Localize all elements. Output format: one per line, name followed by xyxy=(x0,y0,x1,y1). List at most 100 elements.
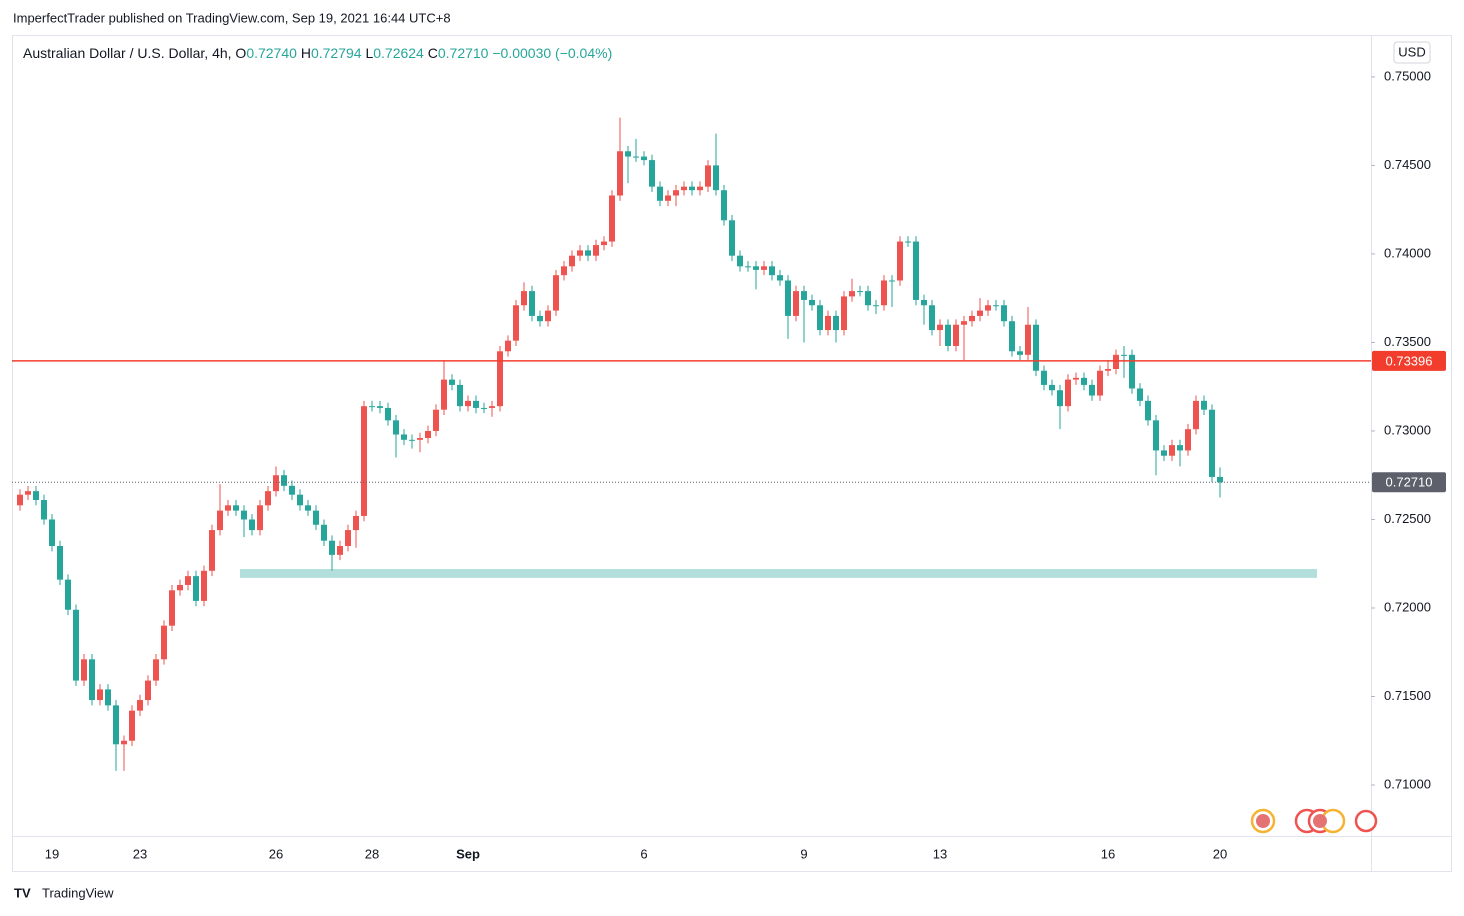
candle-body xyxy=(905,241,911,243)
candle-body xyxy=(145,680,151,701)
y-tick-label: 0.72000 xyxy=(1384,599,1431,614)
currency-box[interactable] xyxy=(1393,41,1431,64)
candle-body xyxy=(969,315,975,322)
candle-body xyxy=(921,299,927,306)
candle-body xyxy=(25,491,31,495)
legend-symbol: Australian Dollar / U.S. Dollar, 4h, xyxy=(23,45,232,61)
candle-body xyxy=(873,305,879,307)
candle-body xyxy=(161,625,167,660)
y-tick-label: 0.74000 xyxy=(1384,245,1431,260)
candle-body xyxy=(713,165,719,191)
x-tick-label: 16 xyxy=(1101,846,1115,861)
zone xyxy=(240,569,1317,578)
candle-body xyxy=(849,291,855,297)
candle-body xyxy=(441,379,447,410)
y-tick-label: 0.72500 xyxy=(1384,511,1431,526)
candle-body xyxy=(1129,354,1135,389)
candle-body xyxy=(1025,324,1031,355)
candle-body xyxy=(1201,400,1207,410)
candle-body xyxy=(1153,420,1159,451)
candle-body xyxy=(697,186,703,191)
candle-body xyxy=(1193,400,1199,430)
candle-body xyxy=(345,530,351,547)
candle-body xyxy=(361,406,367,516)
brand-logo: TV xyxy=(14,885,31,900)
candle-body xyxy=(641,156,647,161)
candle-body xyxy=(57,546,63,580)
candle-body xyxy=(753,266,759,270)
candle-body xyxy=(609,195,615,242)
candle-body xyxy=(961,321,967,325)
candle-body xyxy=(193,576,199,601)
candle-body xyxy=(785,280,791,316)
candle-body xyxy=(97,689,103,701)
candle-body xyxy=(33,491,39,500)
candle-body xyxy=(1169,445,1175,456)
candle-body xyxy=(505,340,511,352)
candle-body xyxy=(241,510,247,520)
candle-body xyxy=(185,576,191,585)
candle-body xyxy=(497,351,503,407)
candle-body xyxy=(1185,429,1191,451)
x-tick-label: 26 xyxy=(269,846,283,861)
candle-body xyxy=(681,186,687,191)
candle-body xyxy=(65,579,71,610)
legend-key: L xyxy=(365,45,373,61)
candle-body xyxy=(305,505,311,511)
candle-body xyxy=(809,299,815,306)
candle-body xyxy=(561,266,567,276)
candle-body xyxy=(1017,351,1023,355)
candle-body xyxy=(625,151,631,157)
y-tick-label: 0.71500 xyxy=(1384,688,1431,703)
candle-body xyxy=(73,609,79,681)
candle-body xyxy=(1177,445,1183,451)
candle-body xyxy=(585,250,591,256)
candle-body xyxy=(737,255,743,267)
hline-label: 0.73396 xyxy=(1386,353,1433,368)
candle-body xyxy=(329,540,335,555)
candle-body xyxy=(633,156,639,158)
candle-body xyxy=(657,186,663,201)
candle-body xyxy=(225,505,231,511)
y-tick-label: 0.74500 xyxy=(1384,157,1431,172)
candle-body xyxy=(1089,384,1095,396)
currency-label: USD xyxy=(1398,44,1425,59)
candle-body xyxy=(393,420,399,435)
x-tick-label: 9 xyxy=(800,846,807,861)
candle-body xyxy=(985,305,991,311)
candle-body xyxy=(321,524,327,541)
candle-body xyxy=(353,515,359,531)
candle-body xyxy=(889,280,895,282)
candle-body xyxy=(1057,390,1063,407)
candle-body xyxy=(617,151,623,196)
candle-body xyxy=(409,439,415,441)
chart-frame xyxy=(12,35,1452,872)
candle-body xyxy=(841,296,847,331)
candle-body xyxy=(1217,476,1223,483)
candle-body xyxy=(513,305,519,341)
candle-body xyxy=(233,505,239,511)
candle-body xyxy=(481,407,487,409)
candle-body xyxy=(417,438,423,440)
candle-body xyxy=(217,510,223,531)
candle-body xyxy=(929,305,935,331)
y-tick-label: 0.71000 xyxy=(1384,776,1431,791)
candle-body xyxy=(209,530,215,571)
candle-body xyxy=(489,406,495,408)
candle-body xyxy=(1105,368,1111,371)
event-icons[interactable] xyxy=(1250,808,1378,834)
legend-change: −0.00030 (−0.04%) xyxy=(492,45,612,61)
candle-body xyxy=(465,400,471,407)
candle-body xyxy=(249,519,255,531)
candle-body xyxy=(401,434,407,440)
candle-body xyxy=(801,291,807,300)
candle-body xyxy=(833,315,839,331)
candle-body xyxy=(257,505,263,531)
candle-body xyxy=(721,190,727,221)
brand-name[interactable]: TradingView xyxy=(42,885,114,900)
candle-body xyxy=(105,689,111,706)
candle-body xyxy=(913,241,919,300)
candle-body xyxy=(89,659,95,701)
event-icon[interactable] xyxy=(1354,809,1378,833)
